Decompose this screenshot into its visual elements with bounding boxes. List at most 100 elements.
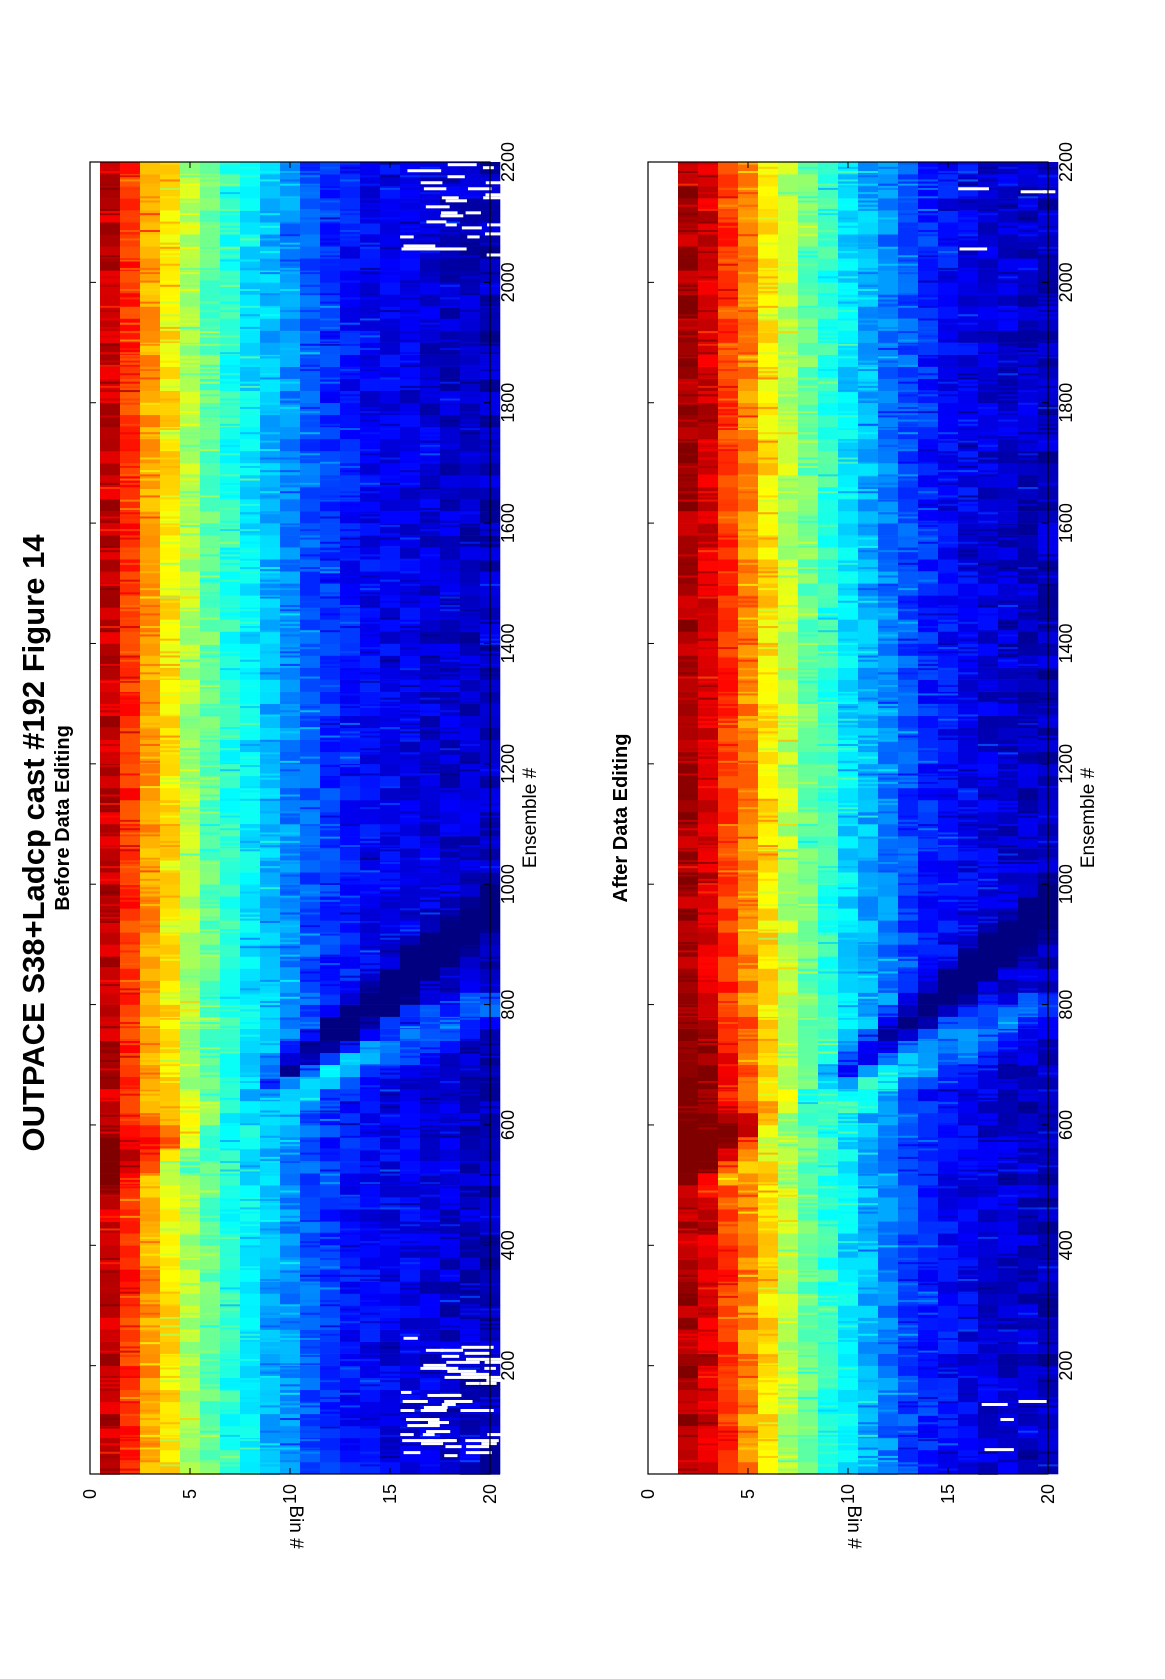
heatmap-streak [380, 1139, 400, 1142]
heatmap-streak [200, 419, 220, 422]
heatmap-cell [240, 1317, 261, 1330]
heatmap-streak [240, 891, 260, 894]
heatmap-cell [340, 992, 361, 1005]
heatmap-cell [140, 992, 161, 1005]
heatmap-streak [260, 579, 280, 582]
heatmap-streak [220, 360, 240, 363]
heatmap-streak [320, 1409, 340, 1412]
heatmap-streak [320, 171, 340, 174]
heatmap-cell [200, 1124, 221, 1138]
heatmap-streak [678, 807, 698, 810]
heatmap-streak [160, 162, 180, 165]
heatmap-streak [340, 773, 360, 776]
heatmap-cell [400, 787, 421, 801]
heatmap-cell [200, 1401, 221, 1415]
heatmap-cell [340, 667, 361, 680]
heatmap-cell [360, 824, 381, 837]
heatmap-streak [440, 1274, 460, 1277]
heatmap-cell [360, 799, 381, 813]
heatmap-streak [260, 1043, 280, 1046]
heatmap-streak [260, 777, 280, 780]
heatmap-streak [180, 988, 200, 991]
heatmap-streak [280, 221, 300, 224]
heatmap-streak [100, 423, 120, 426]
heatmap-streak [340, 1405, 360, 1408]
heatmap-streak [698, 1127, 718, 1130]
heatmap-cell [280, 1004, 301, 1017]
heatmap-cell [100, 450, 121, 464]
heatmap-streak [240, 1034, 260, 1037]
heatmap-streak [340, 988, 360, 991]
heatmap-streak [400, 1211, 420, 1214]
heatmap-streak [320, 824, 340, 827]
heatmap-cell [400, 703, 421, 716]
heatmap-cell [698, 763, 719, 777]
heatmap-streak [460, 743, 480, 746]
heatmap-streak [440, 221, 460, 224]
heatmap-cell [120, 920, 141, 933]
heatmap-cell [240, 378, 261, 391]
heatmap-streak [320, 1300, 340, 1303]
heatmap-cell [140, 619, 161, 632]
heatmap-streak [360, 192, 380, 195]
heatmap-streak [200, 175, 220, 178]
heatmap-streak [360, 680, 380, 683]
heatmap-streak [160, 1464, 180, 1467]
heatmap-cell [360, 462, 381, 476]
heatmap-streak [140, 1139, 160, 1142]
heatmap-streak [300, 1211, 320, 1214]
heatmap-cell [440, 1329, 461, 1342]
heatmap-streak [140, 710, 160, 713]
heatmap-streak [460, 1367, 480, 1370]
heatmap-streak [340, 1228, 360, 1231]
heatmap-streak [280, 562, 300, 565]
heatmap-cell [340, 1136, 361, 1150]
heatmap-cell [340, 1377, 361, 1391]
heatmap-cell [180, 619, 201, 632]
heatmap-streak [260, 1312, 280, 1315]
heatmap-cell [140, 1461, 161, 1475]
heatmap-streak [120, 381, 140, 384]
heatmap-cell [320, 294, 341, 307]
heatmap-cell [340, 1076, 361, 1090]
heatmap-cell [678, 1437, 699, 1451]
heatmap-streak [120, 293, 140, 296]
heatmap-streak [140, 1304, 160, 1307]
heatmap-cell [400, 607, 421, 620]
heatmap-cell [440, 703, 461, 716]
heatmap-streak [200, 318, 220, 321]
heatmap-streak [100, 284, 120, 287]
heatmap-streak [120, 866, 140, 869]
heatmap-cell [420, 884, 441, 897]
heatmap-streak [140, 1182, 160, 1185]
heatmap-cell [240, 1124, 261, 1138]
heatmap-cell [420, 462, 441, 476]
x-tick-label: 200 [498, 1351, 518, 1381]
heatmap-streak [300, 925, 320, 928]
heatmap-streak [280, 516, 300, 519]
heatmap-cell [280, 1209, 301, 1222]
heatmap-streak [140, 946, 160, 949]
heatmap-cell [300, 824, 321, 837]
heatmap-streak [120, 449, 140, 452]
heatmap-streak [360, 221, 380, 224]
heatmap-streak [180, 1371, 200, 1374]
heatmap-streak [380, 600, 400, 603]
heatmap-streak [320, 499, 340, 502]
heatmap-cell [140, 306, 161, 319]
heatmap-streak [698, 1123, 718, 1126]
heatmap-streak [698, 276, 718, 279]
heatmap-cell [698, 1413, 719, 1427]
heatmap-streak [460, 697, 480, 700]
heatmap-cell [220, 980, 241, 993]
heatmap-streak [200, 773, 220, 776]
heatmap-cell [340, 402, 361, 416]
heatmap-cell [160, 222, 181, 235]
heatmap-streak [160, 958, 180, 961]
heatmap-cell [400, 499, 421, 512]
heatmap-streak [100, 1257, 120, 1260]
heatmap-cell [160, 1088, 181, 1102]
heatmap-streak [340, 208, 360, 211]
heatmap-cell [380, 619, 401, 632]
heatmap-cell [300, 1221, 321, 1234]
